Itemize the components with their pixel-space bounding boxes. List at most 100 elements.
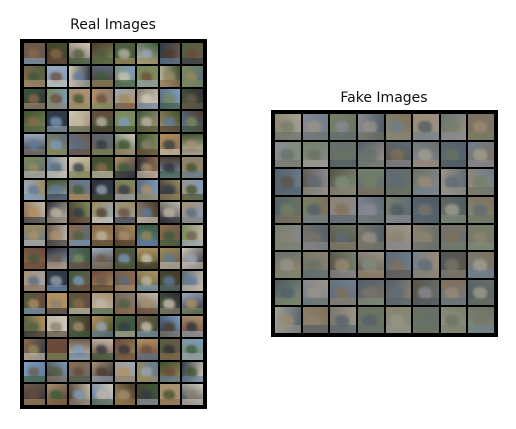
fake-image-tile — [468, 196, 494, 223]
real-images-title: Real Images — [70, 17, 156, 33]
real-image-tile — [114, 88, 136, 110]
real-image-tile — [182, 270, 203, 292]
real-image-tile — [137, 111, 158, 132]
real-image-tile — [137, 43, 158, 64]
real-image-tile — [91, 111, 113, 132]
real-image-tile — [182, 384, 203, 405]
real-image-tile — [46, 361, 68, 383]
real-image-tile — [159, 225, 181, 246]
real-image-tile — [91, 88, 113, 110]
real-image-tile — [159, 338, 181, 360]
real-image-tile — [46, 225, 68, 246]
real-image-tile — [46, 270, 68, 292]
real-image-tile — [69, 338, 90, 360]
real-image-tile — [91, 156, 113, 178]
fake-image-tile — [440, 279, 467, 306]
fake-image-tile — [302, 141, 329, 168]
real-image-tile — [69, 88, 90, 110]
fake-image-tile — [302, 114, 329, 140]
real-image-tile — [91, 202, 113, 223]
real-image-tile — [159, 65, 181, 87]
fake-images-tiles — [273, 112, 496, 335]
fake-image-tile — [440, 252, 467, 278]
fake-image-tile — [357, 141, 384, 168]
real-image-tile — [137, 316, 158, 337]
real-image-tile — [182, 111, 203, 132]
real-image-tile — [24, 293, 45, 314]
real-image-tile — [137, 156, 158, 178]
fake-image-tile — [302, 252, 329, 278]
real-image-tile — [46, 156, 68, 178]
real-image-tile — [137, 179, 158, 201]
real-image-tile — [137, 88, 158, 110]
real-image-tile — [159, 384, 181, 405]
fake-image-tile — [440, 307, 467, 333]
fake-image-tile — [440, 169, 467, 195]
real-image-tile — [24, 65, 45, 87]
real-image-tile — [24, 134, 45, 155]
real-image-tile — [24, 384, 45, 405]
real-image-tile — [137, 134, 158, 155]
real-image-tile — [46, 111, 68, 132]
real-image-tile — [114, 316, 136, 337]
real-image-tile — [114, 156, 136, 178]
real-image-tile — [24, 316, 45, 337]
real-image-tile — [91, 384, 113, 405]
real-image-tile — [182, 361, 203, 383]
real-images-tiles — [22, 41, 205, 407]
fake-image-tile — [385, 279, 412, 306]
real-image-tile — [69, 134, 90, 155]
fake-image-tile — [275, 224, 301, 251]
real-image-tile — [46, 65, 68, 87]
real-image-tile — [69, 361, 90, 383]
fake-image-tile — [413, 224, 439, 251]
fake-image-tile — [302, 307, 329, 333]
real-image-tile — [114, 111, 136, 132]
real-image-tile — [24, 202, 45, 223]
real-image-tile — [114, 270, 136, 292]
real-image-tile — [69, 316, 90, 337]
real-image-tile — [137, 225, 158, 246]
fake-image-tile — [468, 169, 494, 195]
real-image-tile — [159, 134, 181, 155]
real-image-tile — [114, 65, 136, 87]
real-image-tile — [91, 316, 113, 337]
fake-image-tile — [330, 224, 356, 251]
real-image-tile — [24, 179, 45, 201]
real-image-tile — [137, 202, 158, 223]
real-image-tile — [182, 156, 203, 178]
real-image-tile — [137, 65, 158, 87]
real-image-tile — [137, 293, 158, 314]
real-image-tile — [137, 384, 158, 405]
real-image-tile — [46, 43, 68, 64]
real-image-tile — [114, 202, 136, 223]
real-image-tile — [114, 384, 136, 405]
real-image-tile — [69, 43, 90, 64]
real-image-tile — [114, 179, 136, 201]
fake-image-tile — [413, 169, 439, 195]
real-image-tile — [91, 293, 113, 314]
fake-image-tile — [330, 169, 356, 195]
fake-image-tile — [413, 141, 439, 168]
real-image-tile — [114, 361, 136, 383]
real-image-tile — [46, 88, 68, 110]
real-image-tile — [159, 156, 181, 178]
real-image-tile — [69, 111, 90, 132]
real-image-tile — [182, 293, 203, 314]
real-image-tile — [114, 247, 136, 269]
real-image-tile — [46, 338, 68, 360]
fake-images-title: Fake Images — [340, 90, 428, 106]
fake-image-tile — [440, 196, 467, 223]
real-image-tile — [91, 247, 113, 269]
real-image-tile — [24, 111, 45, 132]
fake-image-tile — [440, 224, 467, 251]
fake-image-tile — [330, 307, 356, 333]
real-image-tile — [159, 43, 181, 64]
fake-image-tile — [385, 141, 412, 168]
real-image-tile — [69, 225, 90, 246]
fake-image-tile — [440, 141, 467, 168]
fake-image-tile — [275, 196, 301, 223]
real-image-tile — [159, 202, 181, 223]
fake-image-tile — [275, 169, 301, 195]
real-image-tile — [182, 88, 203, 110]
